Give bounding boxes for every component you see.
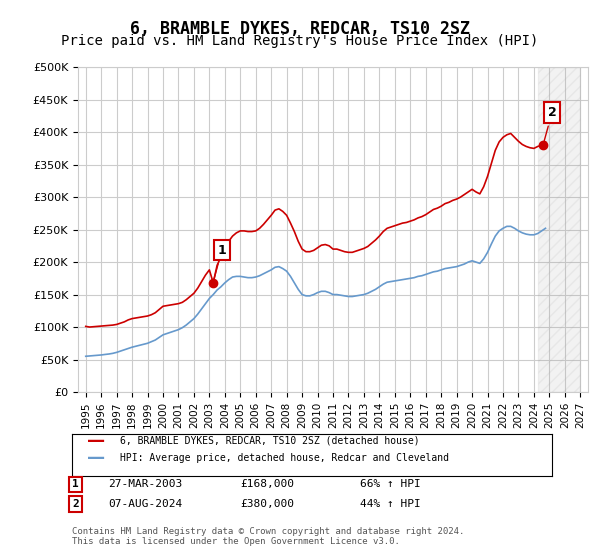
Text: Contains HM Land Registry data © Crown copyright and database right 2024.
This d: Contains HM Land Registry data © Crown c… bbox=[72, 526, 464, 546]
Text: 6, BRAMBLE DYKES, REDCAR, TS10 2SZ: 6, BRAMBLE DYKES, REDCAR, TS10 2SZ bbox=[130, 20, 470, 38]
Text: HPI: Average price, detached house, Redcar and Cleveland: HPI: Average price, detached house, Redc… bbox=[120, 452, 449, 463]
Text: Price paid vs. HM Land Registry's House Price Index (HPI): Price paid vs. HM Land Registry's House … bbox=[61, 34, 539, 48]
Text: £168,000: £168,000 bbox=[240, 479, 294, 489]
Text: 2: 2 bbox=[544, 106, 556, 142]
Text: 66% ↑ HPI: 66% ↑ HPI bbox=[360, 479, 421, 489]
Text: —: — bbox=[87, 432, 105, 450]
Text: 07-AUG-2024: 07-AUG-2024 bbox=[108, 499, 182, 509]
Text: —: — bbox=[87, 449, 105, 466]
Text: 1: 1 bbox=[72, 479, 79, 489]
Text: 27-MAR-2003: 27-MAR-2003 bbox=[108, 479, 182, 489]
Text: £380,000: £380,000 bbox=[240, 499, 294, 509]
Text: 6, BRAMBLE DYKES, REDCAR, TS10 2SZ (detached house): 6, BRAMBLE DYKES, REDCAR, TS10 2SZ (deta… bbox=[120, 436, 419, 446]
Text: 1: 1 bbox=[214, 244, 226, 280]
Text: 44% ↑ HPI: 44% ↑ HPI bbox=[360, 499, 421, 509]
Text: 2: 2 bbox=[72, 499, 79, 509]
Bar bbox=[538, 67, 580, 392]
